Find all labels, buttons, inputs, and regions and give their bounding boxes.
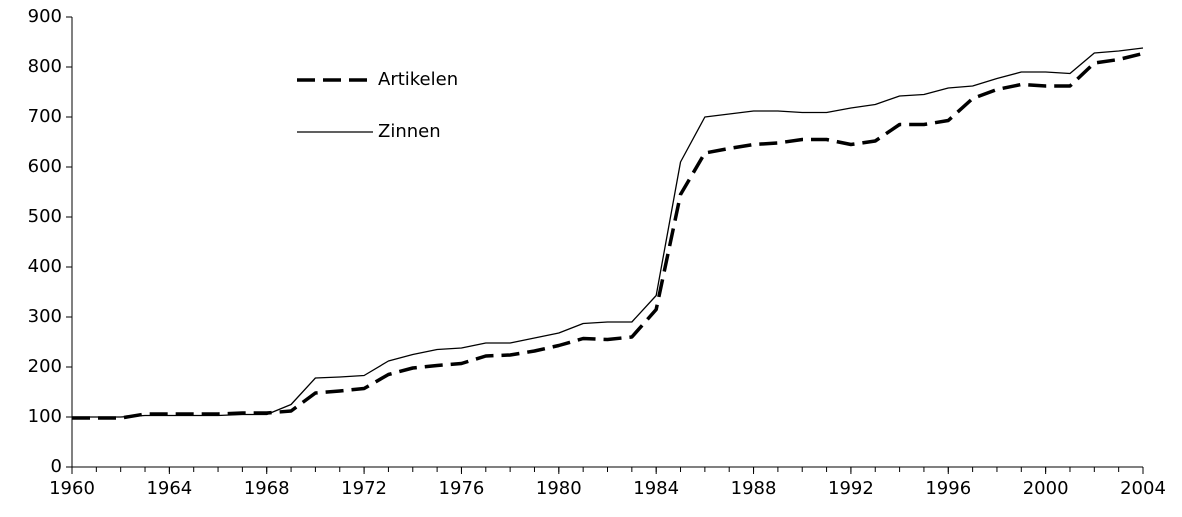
y-tick-label: 200 [28,356,62,377]
x-tick-label: 1984 [633,478,679,499]
legend-label: Zinnen [378,121,441,142]
y-tick-label: 300 [28,306,62,327]
x-tick-label: 2000 [1023,478,1069,499]
y-tick-label: 900 [28,6,62,27]
x-tick-label: 1976 [439,478,485,499]
y-tick-label: 400 [28,256,62,277]
legend-label: Artikelen [378,69,458,90]
y-tick-label: 0 [51,456,62,477]
x-tick-label: 1968 [244,478,290,499]
x-tick-label: 1980 [536,478,582,499]
x-tick-label: 1996 [925,478,971,499]
x-tick-label: 1960 [49,478,95,499]
x-tick-label: 1992 [828,478,874,499]
y-tick-label: 100 [28,406,62,427]
y-tick-label: 500 [28,206,62,227]
y-tick-label: 800 [28,56,62,77]
y-tick-label: 700 [28,106,62,127]
x-tick-label: 1972 [341,478,387,499]
x-tick-label: 1988 [731,478,777,499]
x-tick-label: 1964 [146,478,192,499]
y-tick-label: 600 [28,156,62,177]
series-line [72,51,1144,420]
series-line [72,47,1144,418]
x-tick-label: 2004 [1120,478,1166,499]
